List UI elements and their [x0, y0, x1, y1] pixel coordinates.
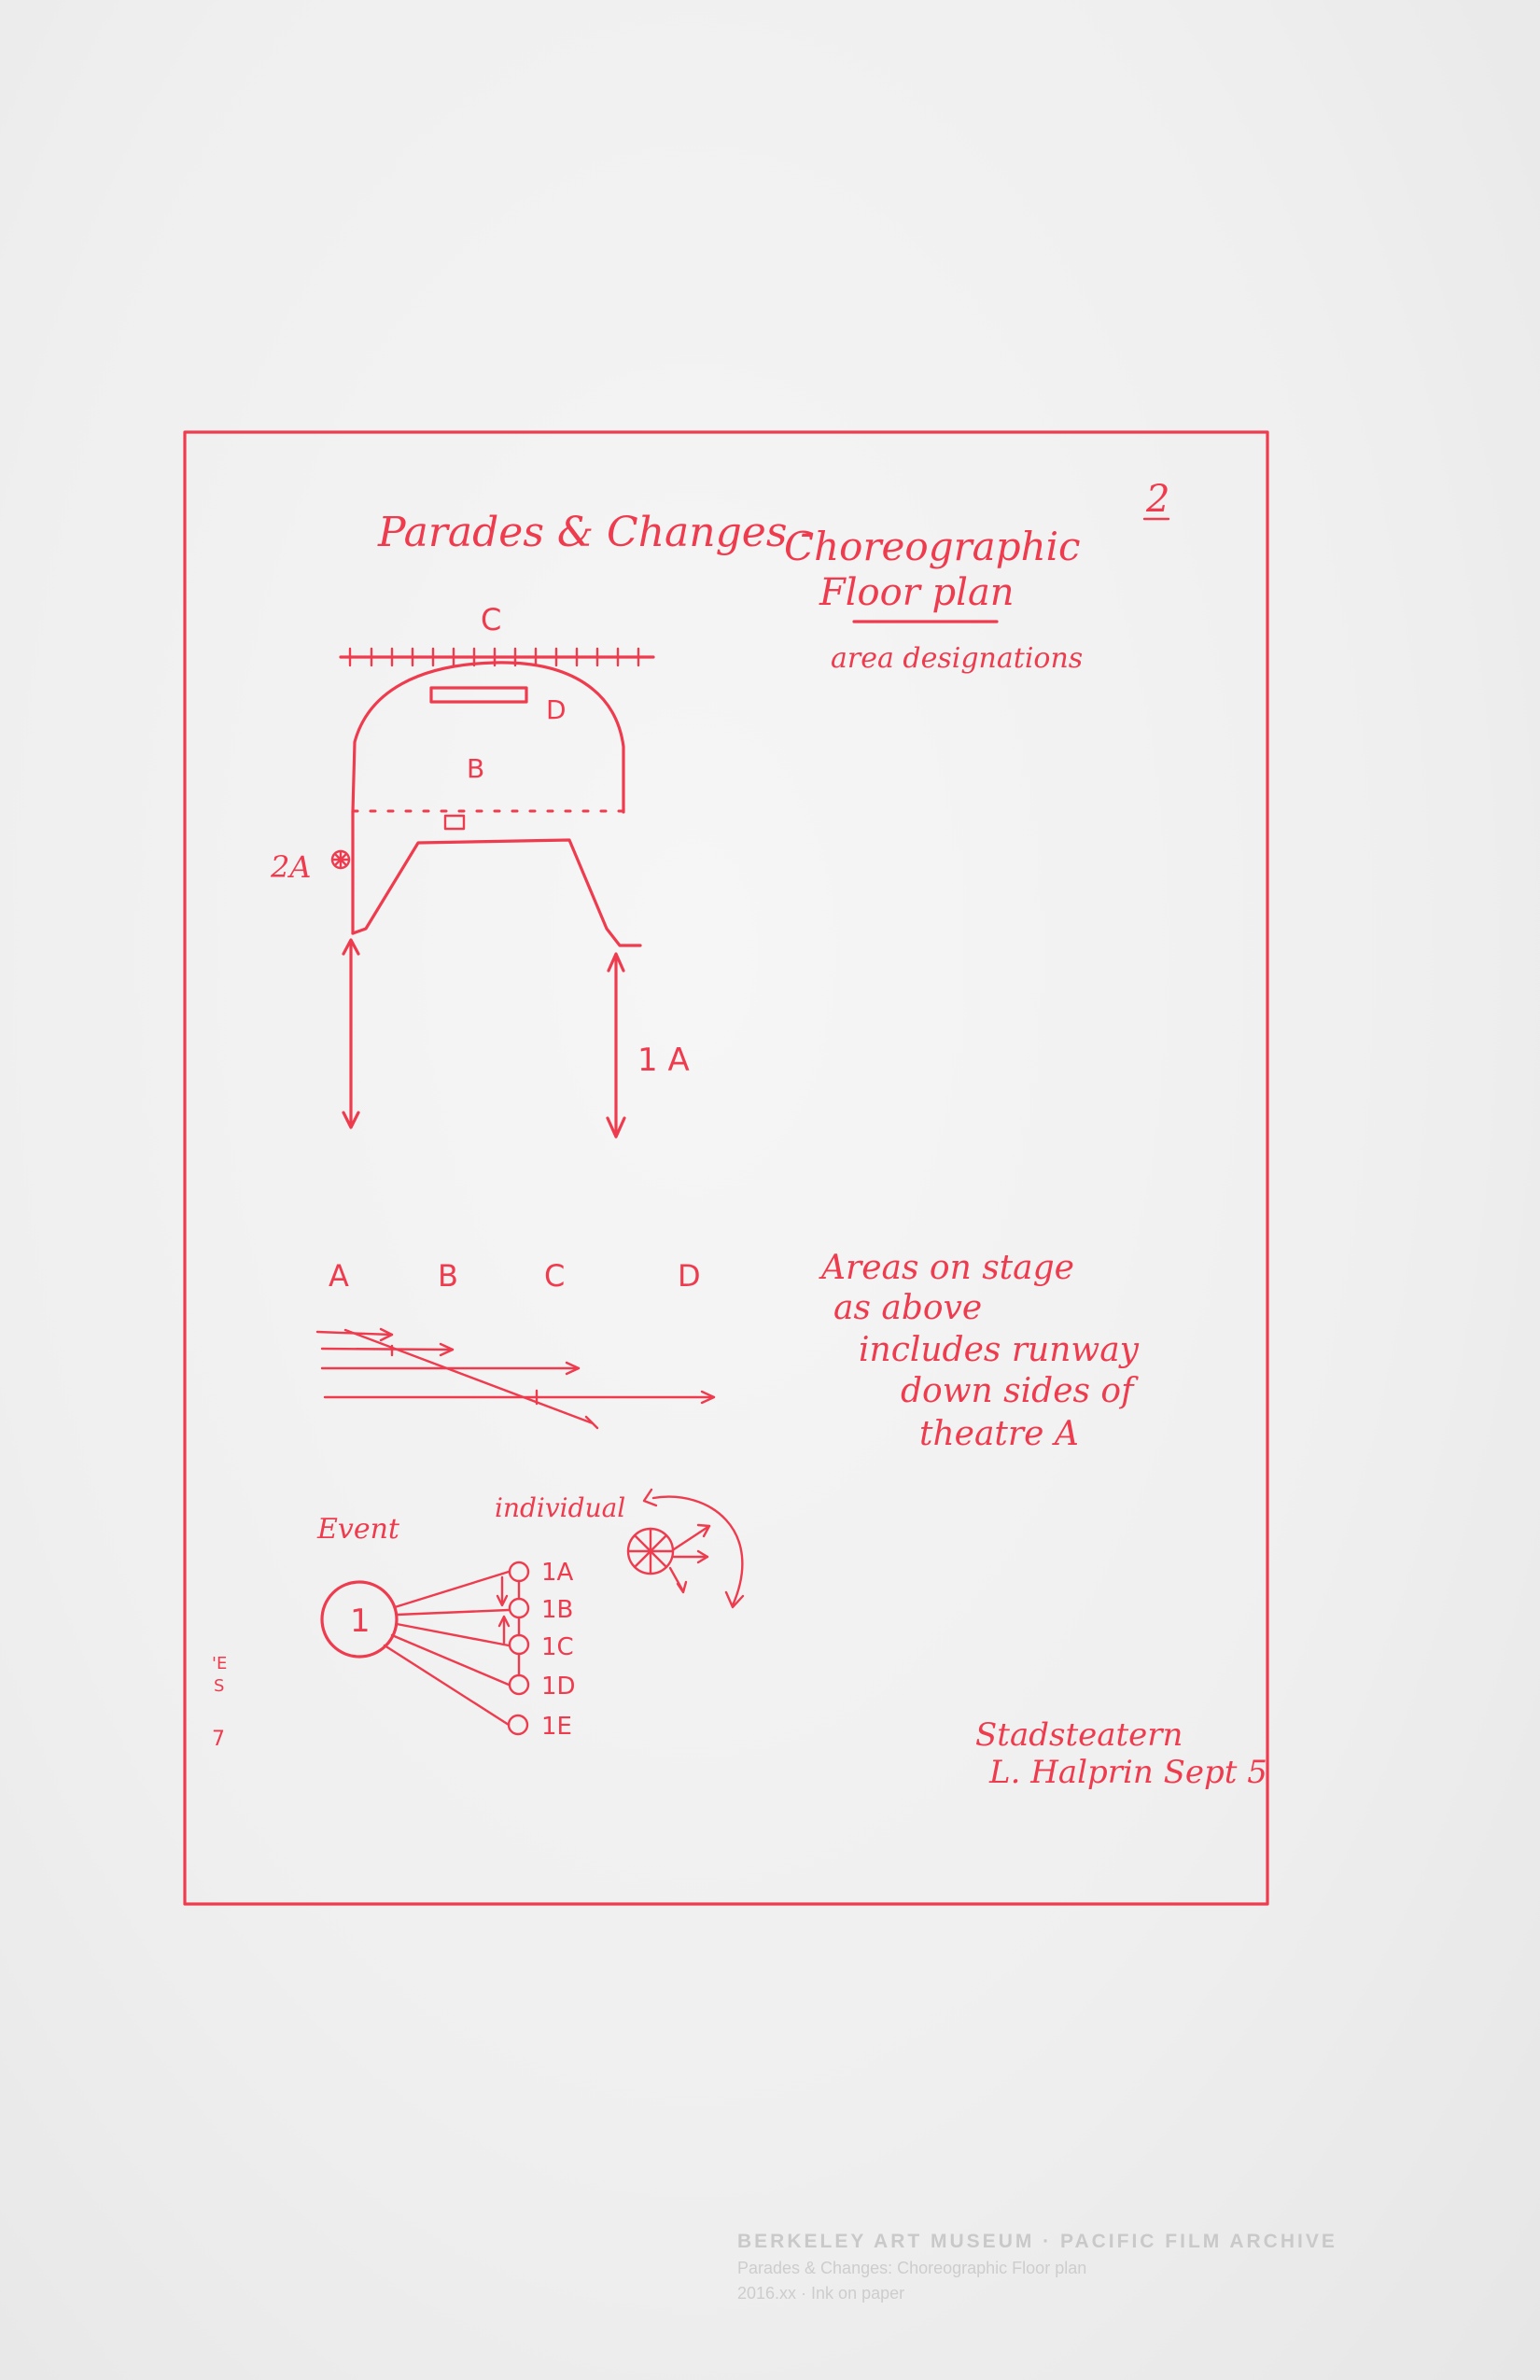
- margin-mark-1: 'E: [212, 1654, 227, 1673]
- individual-item-1e: 1E: [541, 1713, 572, 1741]
- page-number: 2: [1145, 478, 1169, 521]
- individual-item-1c: 1C: [541, 1633, 574, 1661]
- margin-mark-2: S: [214, 1676, 224, 1696]
- title-right-line1: Choreographic: [784, 524, 1081, 569]
- rotation-wheel-icon: [626, 1488, 745, 1609]
- archive-stamp-title: BERKELEY ART MUSEUM · PACIFIC FILM ARCHI…: [737, 2231, 1337, 2252]
- stage-bar-d: [429, 686, 528, 704]
- label-d: D: [546, 694, 567, 725]
- label-1a: 1 A: [637, 1042, 690, 1079]
- label-b: B: [467, 753, 484, 784]
- area-label-a: A: [329, 1258, 349, 1294]
- stage-arch: [351, 661, 625, 814]
- archive-stamp: BERKELEY ART MUSEUM · PACIFIC FILM ARCHI…: [737, 2231, 1503, 2303]
- individual-label: individual: [495, 1492, 625, 1523]
- runway-arrow-right: [606, 952, 626, 1139]
- area-label-c: C: [544, 1258, 565, 1294]
- title-left: Parades & Changes -: [377, 509, 814, 556]
- areas-note-line3: includes runway: [859, 1331, 1140, 1369]
- event-circle: [320, 1580, 399, 1659]
- area-label-b: B: [438, 1258, 458, 1294]
- subtitle: area designations: [831, 642, 1083, 675]
- areas-note-line4: down sides of: [901, 1372, 1139, 1410]
- event-label: Event: [316, 1513, 400, 1546]
- label-2a: 2A: [270, 849, 311, 885]
- event-links: [383, 1570, 511, 1727]
- signature-line2: L. Halprin Sept 5: [988, 1754, 1267, 1791]
- runway-arrow-left: [342, 938, 360, 1129]
- individual-item-1d: 1D: [541, 1673, 576, 1701]
- individual-nodes: [496, 1561, 530, 1736]
- areas-note-line5: theatre A: [919, 1415, 1079, 1453]
- individual-item-1b: 1B: [541, 1596, 573, 1624]
- traffic-lines: [315, 1327, 716, 1430]
- area-label-d: D: [678, 1258, 701, 1294]
- areas-note-line2: as above: [833, 1289, 982, 1327]
- marker-2a-spokes: [330, 849, 351, 870]
- signature-line1: Stadsteatern: [975, 1716, 1183, 1754]
- areas-note-line1: Areas on stage: [819, 1249, 1074, 1287]
- page-frame: [183, 430, 1269, 1906]
- margin-mark-3: 7: [212, 1728, 225, 1751]
- apron-trapezoid: [351, 838, 642, 947]
- archive-stamp-line3: 2016.xx · Ink on paper: [737, 2284, 905, 2303]
- archive-stamp-line2: Parades & Changes: Choreographic Floor p…: [737, 2259, 1087, 2277]
- stage-small-box: [443, 814, 466, 831]
- title-right-line2: Floor plan: [819, 571, 1015, 614]
- event-number: 1: [350, 1603, 371, 1640]
- label-c: C: [481, 602, 501, 637]
- individual-item-1a: 1A: [541, 1559, 574, 1587]
